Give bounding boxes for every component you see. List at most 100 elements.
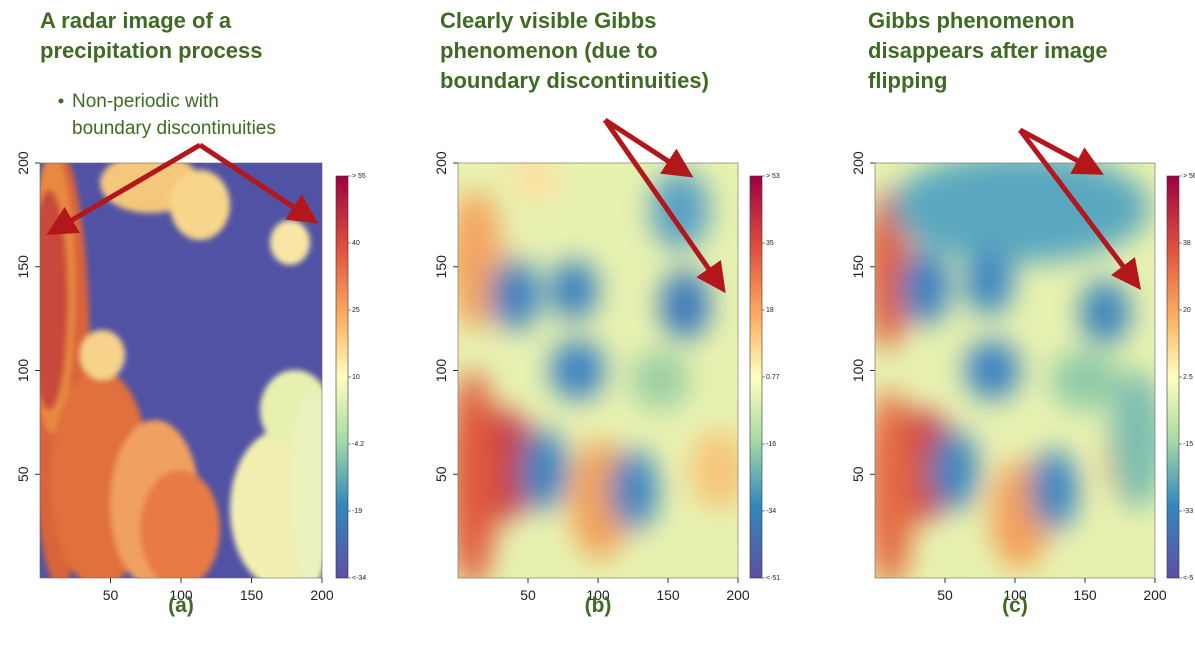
colorbar-label: > 56	[1183, 173, 1195, 180]
blob	[520, 430, 568, 510]
colorbar-label: 2.5	[1183, 374, 1193, 381]
colorbar-label: 35	[766, 240, 774, 247]
x-tick-label: 200	[1143, 587, 1167, 603]
x-tick-label: 150	[1073, 587, 1097, 603]
x-tick-label: 50	[520, 587, 536, 603]
panel: Clearly visible Gibbs phenomenon (due to b…	[433, 8, 780, 617]
x-tick-label: 50	[103, 587, 119, 603]
y-tick-label: 150	[15, 255, 31, 279]
blob	[40, 190, 68, 410]
blob	[550, 260, 598, 320]
y-tick-label: 50	[15, 466, 31, 482]
panel-caption: (a)	[168, 594, 194, 617]
panel-title: boundary discontinuities)	[440, 68, 709, 93]
bullet-text: boundary discontinuities	[72, 118, 276, 139]
blob	[930, 430, 978, 510]
y-tick-label: 100	[433, 359, 449, 383]
colorbar-label: 40	[352, 240, 360, 247]
blob	[290, 390, 322, 578]
colorbar-label: 25	[352, 307, 360, 314]
blob	[610, 450, 658, 530]
blob	[660, 270, 710, 340]
blob	[1080, 280, 1130, 345]
panel-title: precipitation process	[40, 38, 263, 63]
colorbar-label: -34	[766, 508, 776, 515]
y-tick-label: 100	[850, 359, 866, 383]
blob	[1110, 370, 1155, 510]
y-tick-label: 50	[850, 466, 866, 482]
x-tick-label: 150	[240, 587, 264, 603]
colorbar-label: -33	[1183, 508, 1193, 515]
arrow	[46, 142, 202, 236]
blob	[140, 470, 220, 578]
arrow	[603, 117, 694, 178]
heatmap	[458, 163, 738, 578]
blob	[650, 170, 710, 250]
panel-title: flipping	[868, 68, 947, 93]
blob	[490, 260, 540, 330]
x-tick-label: 100	[169, 587, 193, 603]
bullet-text: Non-periodic with	[72, 91, 219, 112]
panel: A radar image of a precipitation process N…	[15, 8, 366, 617]
colorbar	[1166, 175, 1180, 579]
panel-caption: (c)	[1002, 594, 1028, 617]
colorbar-label: -16	[766, 441, 776, 448]
colorbar	[335, 175, 349, 579]
arrow	[602, 118, 726, 294]
colorbar-label: <-51	[766, 575, 780, 582]
heatmap-blobs	[875, 163, 1155, 578]
heatmap	[875, 163, 1155, 578]
blob	[875, 390, 915, 578]
x-tick-label: 200	[310, 587, 334, 603]
blob	[270, 220, 310, 265]
x-tick-label: 200	[726, 587, 750, 603]
colorbar-label: -4.2	[352, 441, 364, 448]
blob	[458, 370, 498, 578]
y-tick-label: 200	[850, 151, 866, 175]
blob	[900, 250, 950, 325]
x-tick-label: 150	[656, 587, 680, 603]
y-tick-label: 150	[850, 255, 866, 279]
x-tick-label: 100	[586, 587, 610, 603]
blob	[965, 250, 1013, 315]
arrow	[198, 142, 319, 224]
panel-caption: (b)	[585, 594, 612, 617]
colorbar-label: 0.77	[766, 374, 780, 381]
blob	[690, 430, 738, 510]
y-tick-label: 200	[15, 151, 31, 175]
panel-title: A radar image of a	[40, 8, 232, 33]
colorbar-label: 20	[1183, 307, 1191, 314]
panel-title: disappears after image	[868, 38, 1108, 63]
blob	[170, 170, 230, 240]
blob	[550, 340, 605, 400]
y-tick-label: 50	[433, 466, 449, 482]
arrow	[1018, 127, 1104, 175]
blob	[510, 163, 560, 203]
colorbar	[749, 175, 763, 579]
x-tick-label: 50	[937, 587, 953, 603]
heatmap-blobs	[458, 163, 738, 578]
blob	[1030, 450, 1078, 530]
x-tick-label: 100	[1003, 587, 1027, 603]
panel-title: Clearly visible Gibbs	[440, 8, 656, 33]
colorbar-label: > 55	[352, 173, 366, 180]
blob	[890, 163, 1150, 263]
colorbar-label: 18	[766, 307, 774, 314]
blob	[965, 340, 1020, 400]
blob	[630, 350, 690, 410]
arrow	[1018, 128, 1142, 290]
colorbar-label: 10	[352, 374, 360, 381]
y-tick-label: 200	[433, 151, 449, 175]
colorbar-label: > 53	[766, 173, 780, 180]
colorbar-label: 38	[1183, 240, 1191, 247]
panel-title: Gibbs phenomenon	[868, 8, 1075, 33]
panel: Gibbs phenomenon disappears after image fl…	[850, 8, 1195, 617]
colorbar-label: <-34	[352, 575, 366, 582]
colorbar-label: -19	[352, 508, 362, 515]
bullet-dot	[58, 98, 64, 104]
panel-title: phenomenon (due to	[440, 38, 658, 63]
blob	[1050, 350, 1120, 410]
colorbar-label: <-5	[1183, 575, 1193, 582]
